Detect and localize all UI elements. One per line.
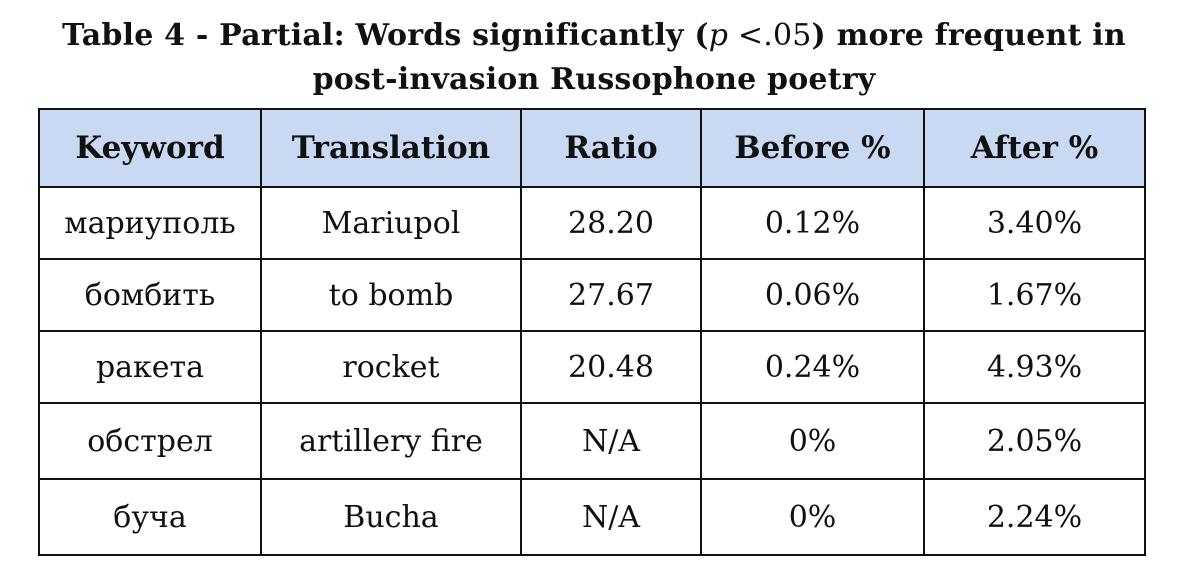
cell-before: 0.12% xyxy=(700,186,925,260)
cell-translation: rocket xyxy=(260,330,522,404)
cell-ratio: 28.20 xyxy=(520,186,702,260)
table-row: ракета rocket 20.48 0.24% 4.93% xyxy=(38,330,1146,404)
caption-prefix: Table 4 - Partial: Words significantly ( xyxy=(62,18,709,53)
caption-p-symbol: p xyxy=(708,18,729,53)
keyword-table: Keyword Translation Ratio Before % After… xyxy=(38,108,1146,556)
cell-after: 4.93% xyxy=(923,330,1146,404)
cell-translation: Bucha xyxy=(260,478,522,556)
header-after: After % xyxy=(923,108,1146,188)
cell-before: 0.24% xyxy=(700,330,925,404)
header-translation: Translation xyxy=(260,108,522,188)
cell-keyword: бомбить xyxy=(38,258,262,332)
table-row: обстрел artillery fire N/A 0% 2.05% xyxy=(38,402,1146,480)
header-keyword: Keyword xyxy=(38,108,262,188)
cell-keyword: мариуполь xyxy=(38,186,262,260)
cell-after: 3.40% xyxy=(923,186,1146,260)
cell-keyword: буча xyxy=(38,478,262,556)
caption-line2: post-invasion Russophone poetry xyxy=(312,62,876,97)
cell-before: 0% xyxy=(700,478,925,556)
table-row: мариуполь Mariupol 28.20 0.12% 3.40% xyxy=(38,186,1146,260)
cell-translation: artillery fire xyxy=(260,402,522,480)
caption-math: <.05 xyxy=(728,18,812,53)
cell-after: 2.24% xyxy=(923,478,1146,556)
header-row: Keyword Translation Ratio Before % After… xyxy=(38,108,1146,188)
cell-translation: Mariupol xyxy=(260,186,522,260)
header-before: Before % xyxy=(700,108,925,188)
cell-before: 0% xyxy=(700,402,925,480)
cell-ratio: 20.48 xyxy=(520,330,702,404)
table-row: буча Bucha N/A 0% 2.24% xyxy=(38,478,1146,556)
cell-ratio: N/A xyxy=(520,402,702,480)
cell-after: 2.05% xyxy=(923,402,1146,480)
table-row: бомбить to bomb 27.67 0.06% 1.67% xyxy=(38,258,1146,332)
cell-keyword: обстрел xyxy=(38,402,262,480)
caption-suffix: ) more frequent in xyxy=(811,18,1126,53)
cell-ratio: 27.67 xyxy=(520,258,702,332)
cell-ratio: N/A xyxy=(520,478,702,556)
table-caption: Table 4 - Partial: Words significantly (… xyxy=(0,14,1188,102)
cell-after: 1.67% xyxy=(923,258,1146,332)
cell-before: 0.06% xyxy=(700,258,925,332)
cell-keyword: ракета xyxy=(38,330,262,404)
cell-translation: to bomb xyxy=(260,258,522,332)
header-ratio: Ratio xyxy=(520,108,702,188)
